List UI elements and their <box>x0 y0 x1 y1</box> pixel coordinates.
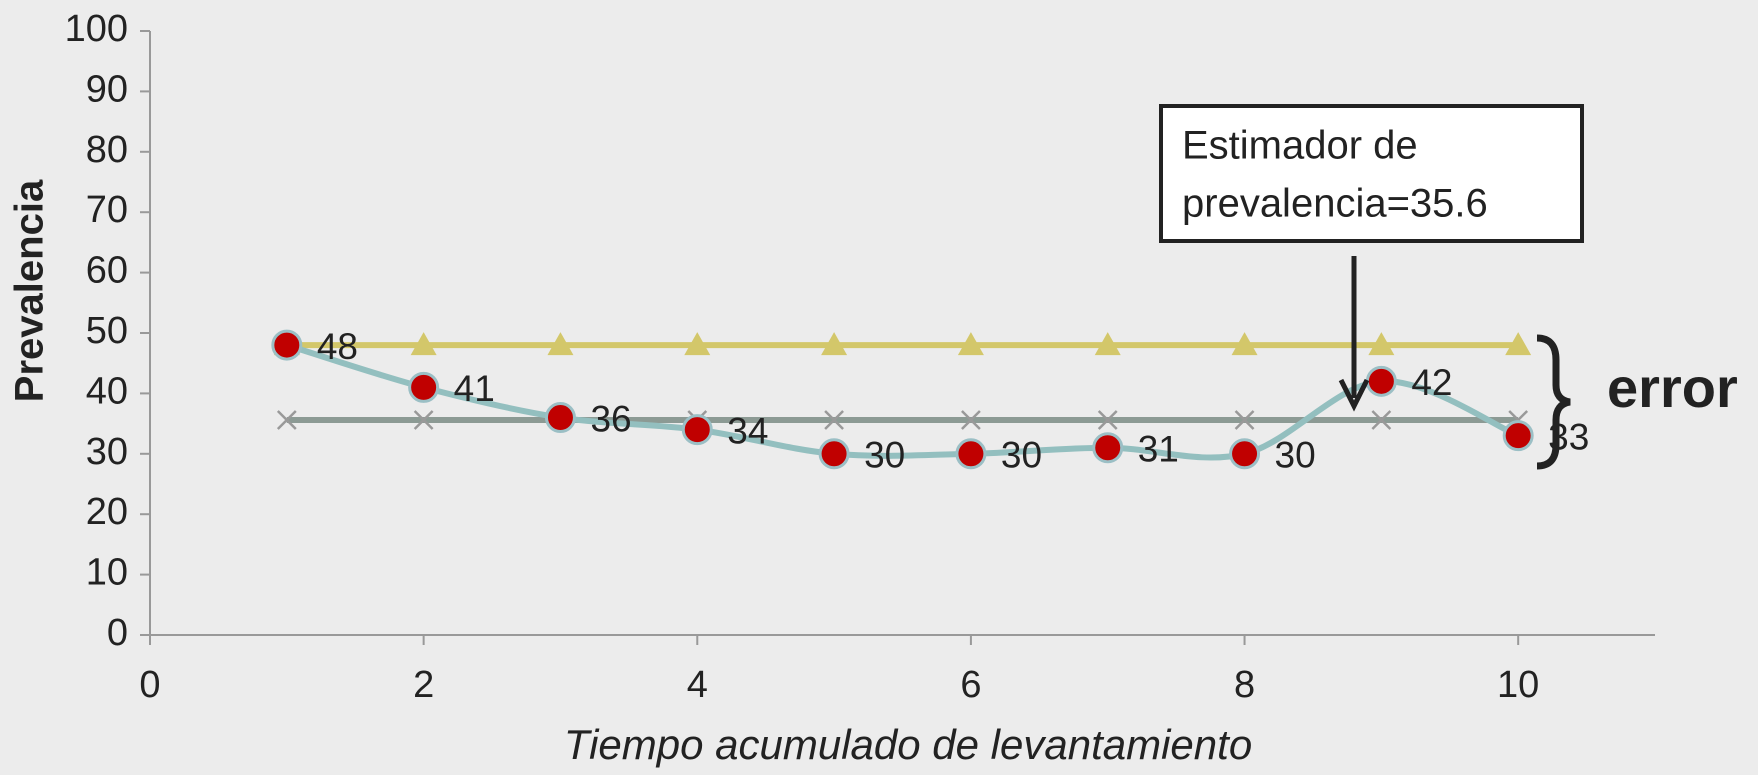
x-tick-label: 10 <box>1497 664 1539 706</box>
x-tick-label: 0 <box>139 664 160 706</box>
marker <box>824 410 844 430</box>
y-tick-label: 20 <box>86 491 128 533</box>
arrow-head <box>1338 378 1370 412</box>
annotation-text: Estimador de <box>1182 124 1418 168</box>
marker <box>410 332 437 356</box>
marker <box>961 410 981 430</box>
marker <box>1231 332 1258 356</box>
y-axis-label: Prevalencia <box>8 179 52 402</box>
marker <box>684 332 711 356</box>
data-label: 36 <box>590 398 631 439</box>
y-tick-label: 40 <box>86 370 128 412</box>
y-tick-label: 10 <box>86 552 128 594</box>
y-tick-label: 0 <box>107 612 128 654</box>
y-tick-label: 30 <box>86 431 128 473</box>
y-tick-label: 90 <box>86 68 128 110</box>
marker <box>818 438 850 470</box>
marker <box>408 371 440 403</box>
marker <box>1368 332 1395 356</box>
marker <box>413 410 434 430</box>
data-label: 34 <box>727 410 768 451</box>
marker <box>547 332 574 356</box>
x-axis-label: Tiempo acumulado de levantamiento <box>564 721 1252 768</box>
x-tick-label: 6 <box>960 664 981 706</box>
data-label: 30 <box>1275 435 1316 476</box>
data-label: 30 <box>1001 435 1042 476</box>
marker <box>1229 438 1261 470</box>
y-tick-label: 80 <box>86 129 128 171</box>
series-line <box>285 342 1520 461</box>
y-tick-label: 60 <box>86 250 128 292</box>
marker <box>1094 332 1121 356</box>
marker <box>544 402 576 434</box>
x-tick-label: 2 <box>413 664 434 706</box>
marker <box>1097 410 1118 430</box>
x-tick-label: 4 <box>687 664 708 706</box>
data-label: 31 <box>1138 429 1179 470</box>
marker <box>821 332 848 356</box>
annotation-box <box>1159 104 1584 243</box>
y-tick-label: 100 <box>65 8 128 50</box>
annotation-text: prevalencia=35.6 <box>1182 182 1488 226</box>
marker <box>957 332 984 356</box>
marker <box>271 329 303 361</box>
data-label: 48 <box>317 326 358 367</box>
marker <box>1365 365 1397 397</box>
marker <box>681 414 713 446</box>
error-label: error <box>1607 356 1738 419</box>
marker <box>1234 410 1255 430</box>
data-label: 41 <box>454 368 495 409</box>
marker <box>955 438 987 470</box>
marker <box>1371 410 1392 430</box>
brace <box>1536 334 1571 470</box>
x-tick-label: 8 <box>1234 664 1255 706</box>
marker <box>1092 432 1124 464</box>
y-tick-label: 70 <box>86 189 128 231</box>
data-label: 42 <box>1411 362 1452 403</box>
marker <box>1505 332 1532 356</box>
marker <box>276 410 297 430</box>
data-label: 30 <box>864 435 905 476</box>
y-tick-label: 50 <box>86 310 128 352</box>
marker <box>1502 420 1534 452</box>
